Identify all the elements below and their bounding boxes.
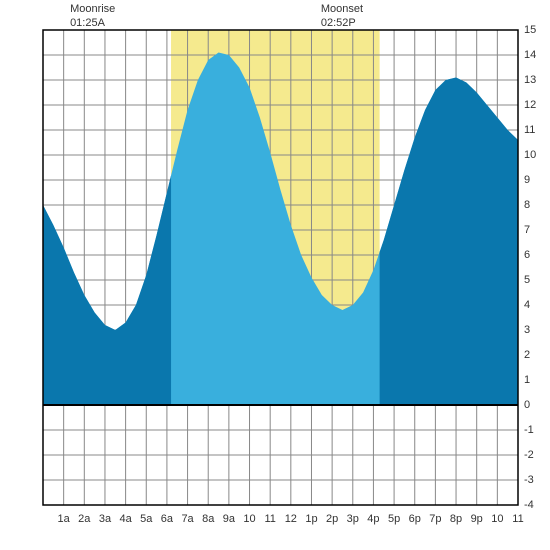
moonset-label: Moonset (321, 2, 363, 16)
x-tick-label: 5a (140, 513, 152, 525)
y-tick-label: -1 (524, 424, 534, 436)
x-tick-label: 7p (429, 513, 441, 525)
x-tick-label: 12 (285, 513, 297, 525)
x-tick-label: 6p (409, 513, 421, 525)
y-tick-label: 2 (524, 349, 530, 361)
x-tick-label: 11 (512, 513, 523, 525)
tide-chart: -4-3-2-101234567891011121314151a2a3a4a5a… (0, 0, 550, 550)
y-tick-label: 13 (524, 74, 536, 86)
y-tick-label: 0 (524, 399, 530, 411)
moonrise-time: 01:25A (70, 16, 105, 30)
x-tick-label: 7a (181, 513, 193, 525)
y-tick-label: 8 (524, 199, 530, 211)
x-tick-label: 10 (491, 513, 503, 525)
y-tick-label: 3 (524, 324, 530, 336)
x-tick-label: 9p (471, 513, 483, 525)
y-tick-label: 10 (524, 149, 536, 161)
chart-svg (0, 0, 550, 550)
moonset-time: 02:52P (321, 16, 356, 30)
x-tick-label: 8p (450, 513, 462, 525)
y-tick-label: -2 (524, 449, 534, 461)
x-tick-label: 1p (305, 513, 317, 525)
y-tick-label: 4 (524, 299, 530, 311)
y-tick-label: 11 (524, 124, 535, 136)
x-tick-label: 9a (223, 513, 235, 525)
y-tick-label: 1 (524, 374, 530, 386)
x-tick-label: 3a (99, 513, 111, 525)
y-tick-label: 9 (524, 174, 530, 186)
y-tick-label: 5 (524, 274, 530, 286)
y-tick-label: 7 (524, 224, 530, 236)
y-tick-label: -3 (524, 474, 534, 486)
y-tick-label: 15 (524, 24, 536, 36)
x-tick-label: 5p (388, 513, 400, 525)
x-tick-label: 8a (202, 513, 214, 525)
x-tick-label: 4p (367, 513, 379, 525)
y-tick-label: 6 (524, 249, 530, 261)
y-tick-label: 14 (524, 49, 536, 61)
x-tick-label: 11 (264, 513, 275, 525)
x-tick-label: 4a (119, 513, 131, 525)
y-tick-label: -4 (524, 499, 534, 511)
x-tick-label: 2p (326, 513, 338, 525)
x-tick-label: 10 (243, 513, 255, 525)
x-tick-label: 1a (58, 513, 70, 525)
x-tick-label: 6a (161, 513, 173, 525)
moonrise-label: Moonrise (70, 2, 115, 16)
x-tick-label: 3p (347, 513, 359, 525)
y-tick-label: 12 (524, 99, 536, 111)
x-tick-label: 2a (78, 513, 90, 525)
